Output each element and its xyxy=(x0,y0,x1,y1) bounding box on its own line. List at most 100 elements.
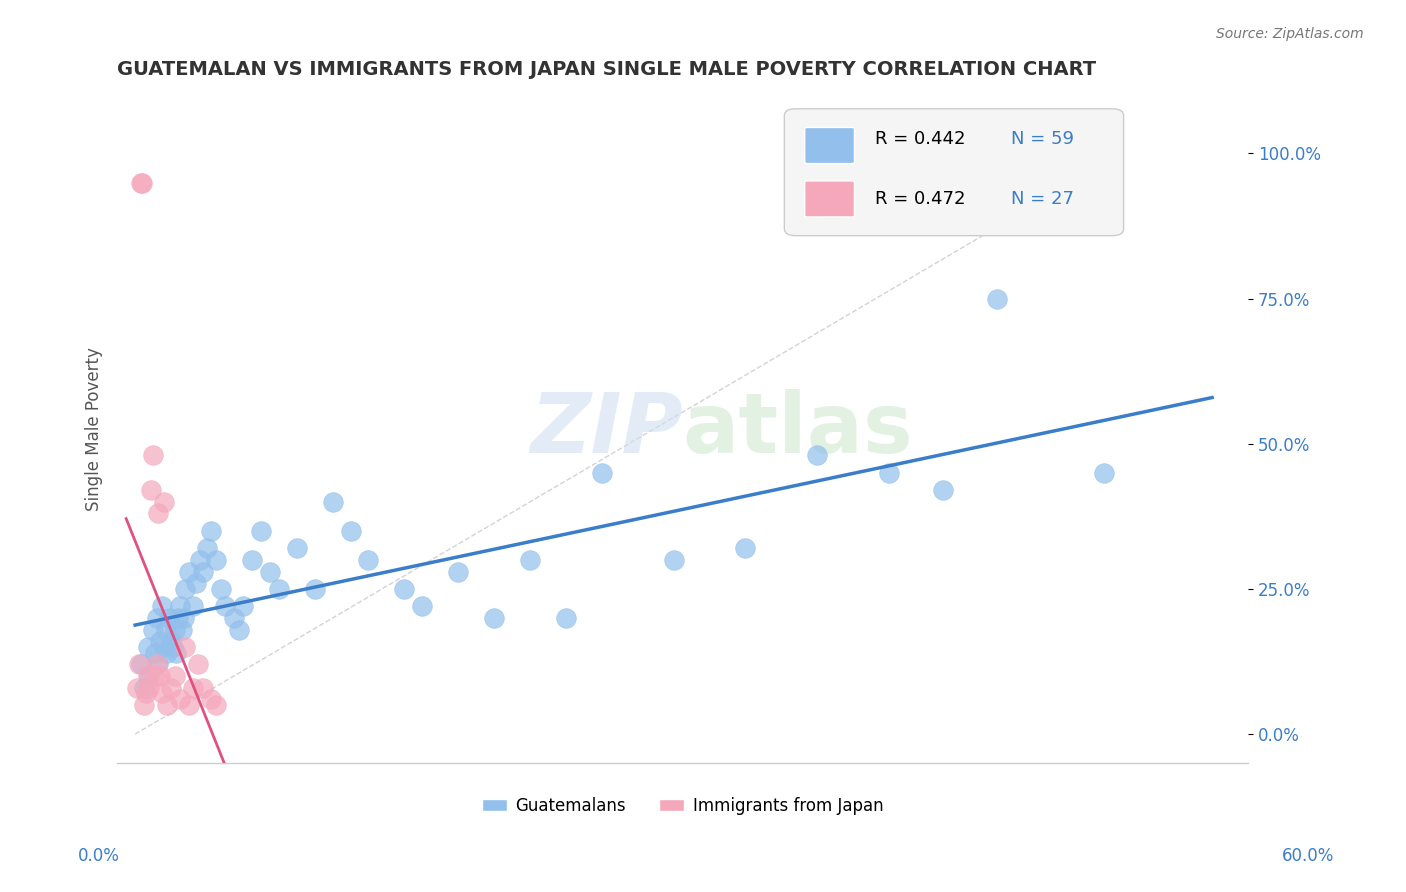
Point xyxy=(932,483,955,498)
Point xyxy=(200,692,222,706)
Point xyxy=(339,524,361,538)
Point xyxy=(181,681,204,695)
Point xyxy=(877,466,900,480)
Point xyxy=(129,176,152,190)
Point xyxy=(155,623,177,637)
Point xyxy=(169,692,191,706)
Point xyxy=(285,541,308,556)
Point xyxy=(138,681,160,695)
Point xyxy=(156,698,179,712)
Point xyxy=(214,599,236,614)
Text: Source: ZipAtlas.com: Source: ZipAtlas.com xyxy=(1216,27,1364,41)
Point xyxy=(662,553,685,567)
Point xyxy=(482,611,505,625)
Point xyxy=(177,698,200,712)
Point xyxy=(170,623,193,637)
Point xyxy=(519,553,541,567)
Point xyxy=(142,449,165,463)
Point xyxy=(591,466,613,480)
Point xyxy=(177,565,200,579)
Point xyxy=(149,634,172,648)
Point xyxy=(304,582,326,596)
Point xyxy=(193,681,215,695)
Point xyxy=(205,553,228,567)
Point xyxy=(157,611,180,625)
Point xyxy=(174,582,197,596)
Point xyxy=(322,495,344,509)
Point xyxy=(411,599,433,614)
Point xyxy=(734,541,756,556)
Point xyxy=(162,640,184,654)
Point xyxy=(193,565,215,579)
Point xyxy=(806,449,828,463)
Point xyxy=(156,646,179,660)
Point xyxy=(142,623,165,637)
Point xyxy=(357,553,380,567)
Point xyxy=(125,681,148,695)
Point xyxy=(145,611,167,625)
Point xyxy=(132,698,155,712)
Point xyxy=(200,524,222,538)
Point xyxy=(195,541,218,556)
Point xyxy=(141,483,163,498)
Point xyxy=(986,292,1008,306)
Text: R = 0.472: R = 0.472 xyxy=(875,190,966,208)
Point xyxy=(160,681,183,695)
Point xyxy=(188,553,211,567)
Point xyxy=(148,507,170,521)
Point xyxy=(228,623,250,637)
Point xyxy=(145,657,167,672)
Point xyxy=(136,669,159,683)
Point xyxy=(232,599,254,614)
FancyBboxPatch shape xyxy=(804,181,855,217)
Point xyxy=(150,599,173,614)
Y-axis label: Single Male Poverty: Single Male Poverty xyxy=(86,347,103,511)
Point xyxy=(222,611,245,625)
Point xyxy=(153,495,176,509)
Point xyxy=(149,669,172,683)
Point xyxy=(209,582,232,596)
Text: 60.0%: 60.0% xyxy=(1281,847,1334,865)
Point xyxy=(554,611,576,625)
Point xyxy=(240,553,263,567)
Point xyxy=(138,669,160,683)
Text: GUATEMALAN VS IMMIGRANTS FROM JAPAN SINGLE MALE POVERTY CORRELATION CHART: GUATEMALAN VS IMMIGRANTS FROM JAPAN SING… xyxy=(117,60,1097,78)
Point xyxy=(148,657,170,672)
Point xyxy=(394,582,416,596)
Text: R = 0.442: R = 0.442 xyxy=(875,130,966,148)
Text: N = 27: N = 27 xyxy=(1011,190,1074,208)
Point xyxy=(163,623,186,637)
Point xyxy=(249,524,271,538)
FancyBboxPatch shape xyxy=(804,128,855,163)
Point xyxy=(135,686,157,700)
Point xyxy=(165,646,187,660)
Point xyxy=(167,611,190,625)
Point xyxy=(132,681,155,695)
Legend: Guatemalans, Immigrants from Japan: Guatemalans, Immigrants from Japan xyxy=(475,790,890,822)
Point xyxy=(169,599,191,614)
Point xyxy=(1092,466,1115,480)
Point xyxy=(205,698,228,712)
Point xyxy=(186,576,208,591)
Point xyxy=(447,565,470,579)
FancyBboxPatch shape xyxy=(785,109,1123,235)
Point xyxy=(150,686,173,700)
Point xyxy=(259,565,281,579)
Text: atlas: atlas xyxy=(682,389,914,470)
Text: N = 59: N = 59 xyxy=(1011,130,1074,148)
Point xyxy=(173,611,195,625)
Point xyxy=(136,640,159,654)
Point xyxy=(187,657,209,672)
Point xyxy=(143,669,166,683)
Point xyxy=(181,599,204,614)
Text: ZIP: ZIP xyxy=(530,389,682,470)
Point xyxy=(131,176,153,190)
Text: 0.0%: 0.0% xyxy=(77,847,120,865)
Point xyxy=(153,640,176,654)
Point xyxy=(160,634,183,648)
Point xyxy=(174,640,197,654)
Point xyxy=(143,646,166,660)
Point xyxy=(128,657,150,672)
Point xyxy=(163,669,186,683)
Point xyxy=(267,582,290,596)
